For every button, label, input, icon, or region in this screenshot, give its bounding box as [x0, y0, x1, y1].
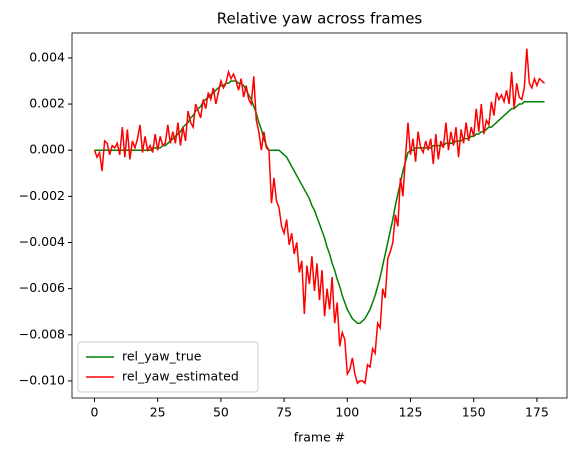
x-tick-label: 150	[462, 405, 486, 420]
y-tick-label: −0.010	[19, 372, 65, 387]
x-tick-label: 75	[276, 405, 292, 420]
series-line	[93, 48, 546, 385]
y-tick-label: −0.002	[19, 188, 65, 203]
chart-title: Relative yaw across frames	[217, 10, 423, 28]
x-tick-label: 125	[399, 405, 423, 420]
y-tick-label: 0.000	[29, 142, 65, 157]
y-tick-label: 0.002	[29, 96, 65, 111]
x-tick-label: 25	[150, 405, 166, 420]
y-tick-label: −0.006	[19, 280, 65, 295]
x-tick-label: 50	[213, 405, 229, 420]
x-tick-label: 100	[335, 405, 359, 420]
x-axis-label: frame #	[294, 430, 346, 445]
y-tick-label: −0.004	[19, 234, 65, 249]
plot-frame	[71, 32, 568, 399]
y-tick-label: 0.004	[29, 49, 65, 64]
y-tick-label: −0.008	[19, 326, 65, 341]
x-tick-label: 0	[91, 405, 99, 420]
legend-label: rel_yaw_estimated	[122, 369, 239, 384]
x-tick-label: 175	[525, 405, 549, 420]
legend-box	[77, 341, 259, 393]
legend-label: rel_yaw_true	[122, 349, 202, 364]
